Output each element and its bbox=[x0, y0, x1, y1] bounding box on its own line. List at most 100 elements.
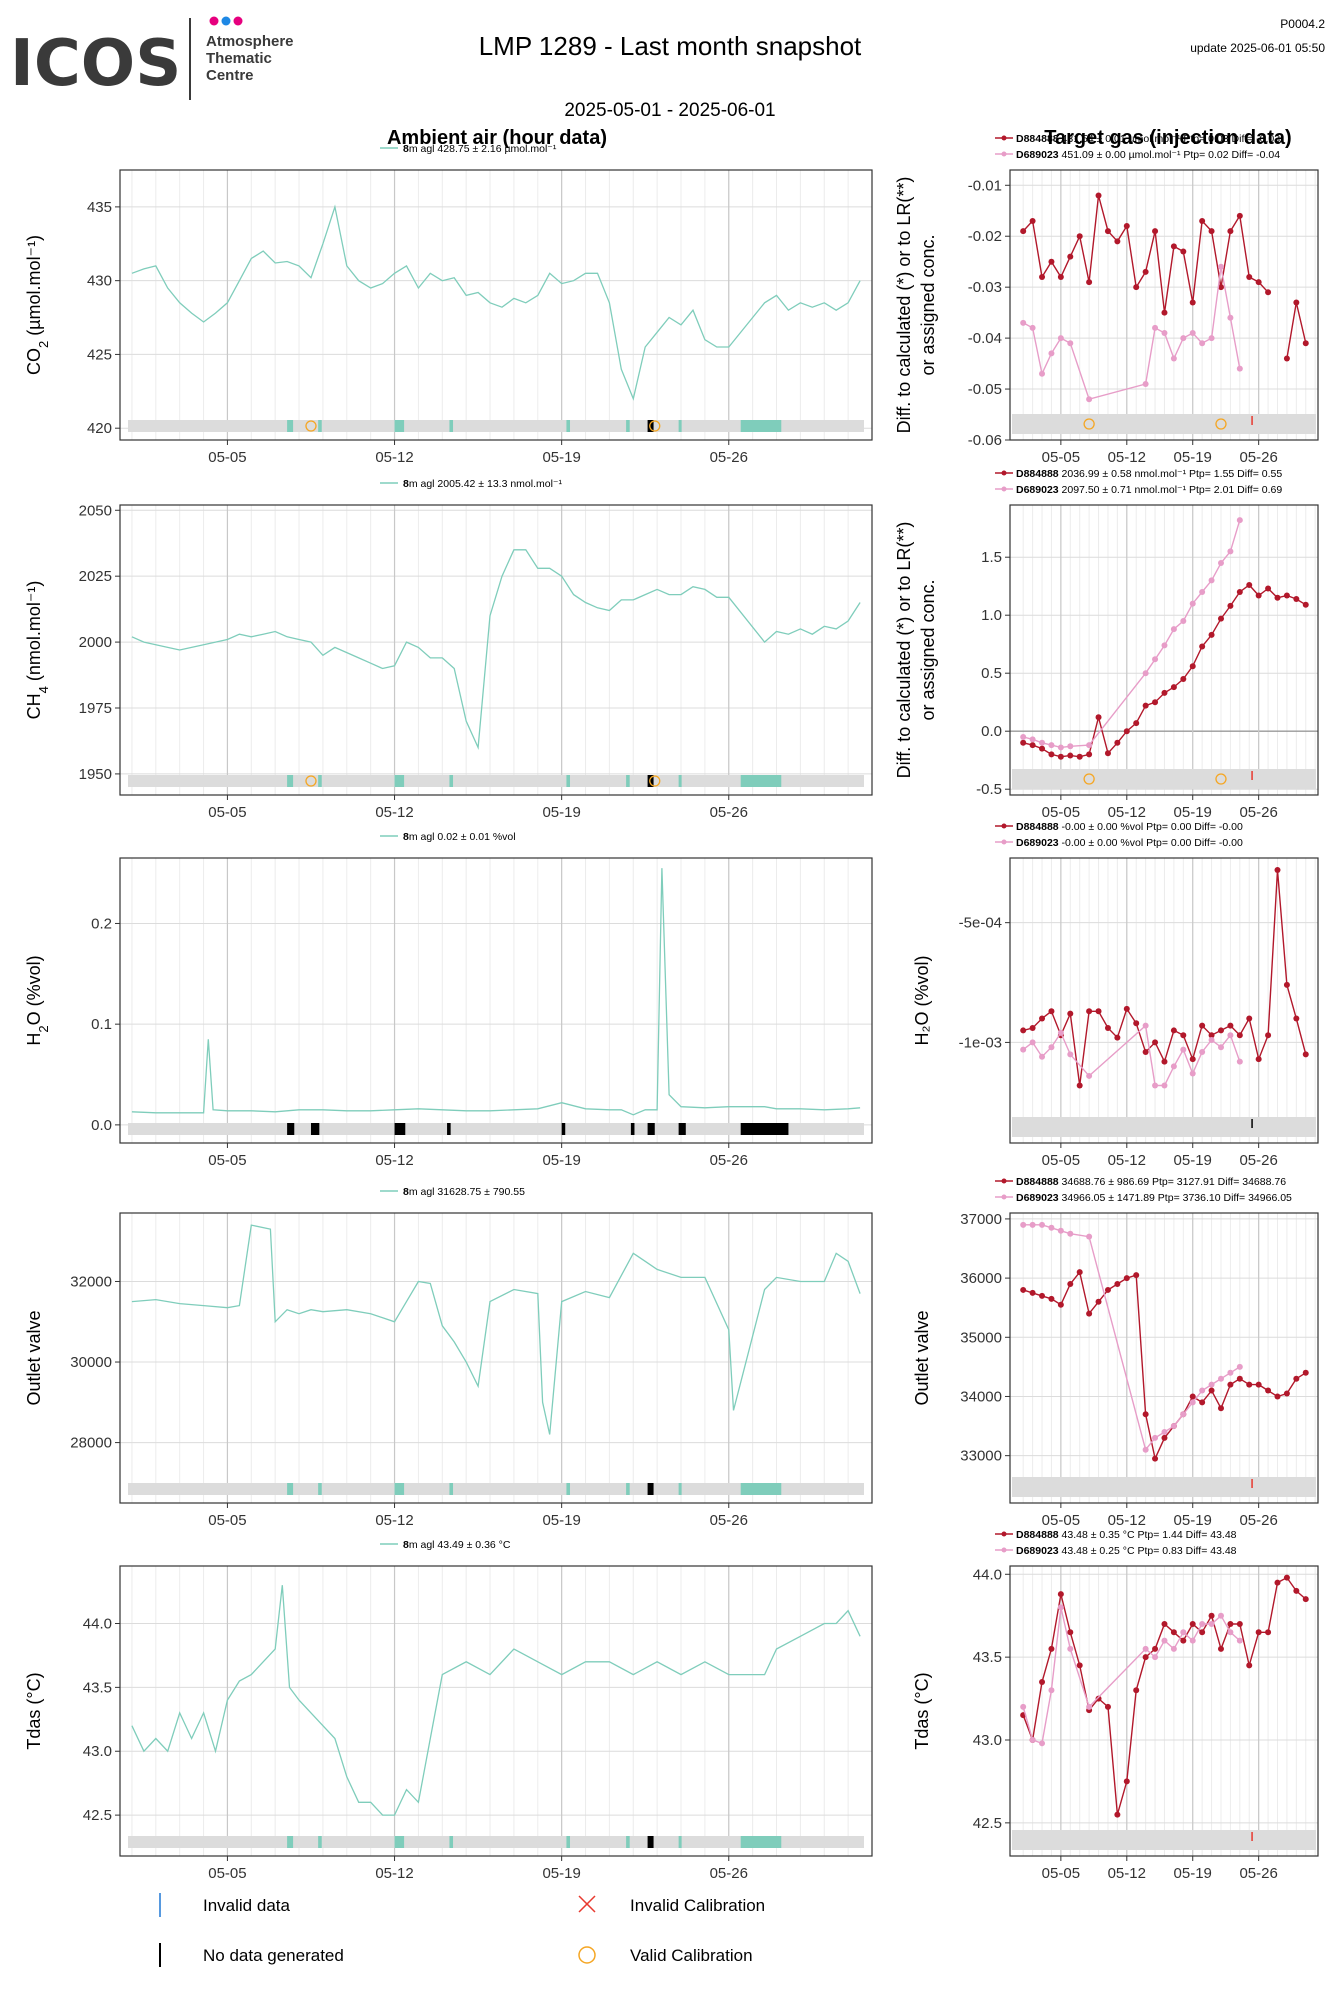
tg-point-D689023 bbox=[1086, 1233, 1093, 1240]
tg-point-D689023 bbox=[1039, 739, 1046, 746]
tg-point-D884888 bbox=[1067, 253, 1074, 260]
plot-frame bbox=[119, 1565, 873, 1857]
tg-point-D884888 bbox=[1161, 1434, 1168, 1441]
tg-x-tick-label: 05-05 bbox=[1042, 804, 1080, 821]
y-tick-label: 2050 bbox=[79, 502, 112, 519]
tg-point-D689023 bbox=[1161, 1637, 1168, 1644]
ambient-legend-text: 8m agl 0.02 ± 0.01 %vol bbox=[403, 831, 516, 843]
tg-point-D689023 bbox=[1152, 1654, 1159, 1661]
tg-point-D884888 bbox=[1039, 273, 1046, 280]
status-mark bbox=[626, 1483, 630, 1495]
status-mark bbox=[647, 775, 654, 787]
invalid-calibration-icon bbox=[578, 1895, 596, 1913]
tg-y-tick-label: -0.03 bbox=[968, 279, 1002, 296]
tg-x-tick-label: 05-12 bbox=[1108, 1512, 1146, 1529]
tg-legend-text: D689023 43.48 ± 0.25 °C Ptp= 0.83 Diff= … bbox=[1016, 1545, 1237, 1557]
tg-point-D884888 bbox=[1123, 1778, 1130, 1785]
tg-point-D884888 bbox=[1208, 1612, 1215, 1619]
tg-y-tick-label: 35000 bbox=[960, 1329, 1002, 1346]
tg-point-D884888 bbox=[1029, 742, 1036, 749]
tg-point-D884888 bbox=[1133, 1272, 1140, 1279]
tg-point-D884888 bbox=[1199, 1399, 1206, 1406]
tg-point-D884888 bbox=[1095, 1695, 1102, 1702]
status-mark bbox=[678, 775, 682, 787]
tg-point-D884888 bbox=[1086, 1008, 1093, 1015]
tg-point-D884888 bbox=[1123, 728, 1130, 735]
status-mark bbox=[678, 420, 682, 432]
y-axis-label: CH4 (nmol.mol⁻¹) bbox=[24, 581, 51, 720]
tg-x-tick-label: 05-05 bbox=[1042, 1152, 1080, 1169]
tg-point-D884888 bbox=[1076, 233, 1083, 240]
tg-point-D689023 bbox=[1170, 1063, 1177, 1070]
ambient-series-line bbox=[131, 868, 861, 1116]
tg-point-D884888 bbox=[1114, 1811, 1121, 1818]
tg-point-D884888 bbox=[1114, 1281, 1121, 1288]
logo-dot-icon bbox=[209, 16, 219, 26]
tg-point-D884888 bbox=[1189, 663, 1196, 670]
tg-series-line-D689023 bbox=[1023, 519, 1241, 749]
tg-y-tick-label: -0.01 bbox=[968, 177, 1002, 194]
status-mark bbox=[740, 420, 782, 432]
tg-y-axis-label: Diff. to calculated (*) or to LR(**) bbox=[894, 177, 914, 434]
tg-y-tick-label: -0.04 bbox=[968, 330, 1002, 347]
tg-point-D689023 bbox=[1029, 1039, 1036, 1046]
tg-point-D884888 bbox=[1020, 739, 1027, 746]
tg-point-D884888 bbox=[1293, 1587, 1300, 1594]
tg-point-D884888 bbox=[1170, 1027, 1177, 1034]
status-mark bbox=[287, 775, 294, 787]
tg-legend-text: D689023 -0.00 ± 0.00 %vol Ptp= 0.00 Diff… bbox=[1016, 837, 1243, 849]
tg-status-bar bbox=[1012, 1830, 1316, 1850]
tg-point-D884888 bbox=[1095, 1008, 1102, 1015]
status-mark bbox=[449, 1836, 454, 1848]
y-axis-label: CO2 (µmol.mol⁻¹) bbox=[24, 235, 51, 375]
tg-legend-point-icon bbox=[1001, 1194, 1007, 1200]
tg-point-D884888 bbox=[1208, 631, 1215, 638]
status-mark bbox=[740, 1483, 782, 1495]
status-mark bbox=[626, 775, 630, 787]
tg-point-D884888 bbox=[1161, 689, 1168, 696]
tg-point-D884888 bbox=[1142, 1654, 1149, 1661]
tg-point-D689023 bbox=[1217, 1612, 1224, 1619]
y-tick-label: 43.5 bbox=[83, 1679, 112, 1696]
panel-tdas: 8m agl 43.49 ± 0.36 °C 42.5 43.0 43.5 44.0 05… bbox=[24, 1529, 1319, 1882]
y-tick-label: 425 bbox=[87, 346, 112, 363]
tg-x-tick-label: 05-19 bbox=[1174, 1512, 1212, 1529]
tg-point-D689023 bbox=[1170, 1423, 1177, 1430]
tg-point-D884888 bbox=[1114, 739, 1121, 746]
x-tick-label: 05-19 bbox=[542, 1865, 580, 1882]
x-tick-label: 05-05 bbox=[208, 1152, 246, 1169]
tg-point-D884888 bbox=[1095, 714, 1102, 721]
x-tick-label: 05-19 bbox=[542, 1512, 580, 1529]
tg-point-D689023 bbox=[1199, 340, 1206, 347]
tg-point-D689023 bbox=[1227, 1629, 1234, 1636]
tg-point-D884888 bbox=[1067, 1629, 1074, 1636]
status-mark bbox=[394, 1123, 406, 1135]
tg-legend-text: D689023 34966.05 ± 1471.89 Ptp= 3736.10 … bbox=[1016, 1192, 1292, 1204]
x-tick-label: 05-05 bbox=[208, 449, 246, 466]
tg-point-D884888 bbox=[1255, 1056, 1262, 1063]
y-tick-label: 0.1 bbox=[91, 1016, 112, 1033]
ambient-series-line bbox=[131, 549, 861, 751]
tg-point-D884888 bbox=[1293, 299, 1300, 306]
tg-point-D884888 bbox=[1293, 595, 1300, 602]
plot-frame bbox=[119, 169, 873, 441]
tg-point-D884888 bbox=[1227, 602, 1234, 609]
tg-y-tick-label: 0.0 bbox=[981, 723, 1002, 740]
tg-x-tick-label: 05-26 bbox=[1239, 804, 1277, 821]
tg-point-D884888 bbox=[1161, 1058, 1168, 1065]
tg-point-D884888 bbox=[1114, 238, 1121, 245]
tg-point-D884888 bbox=[1142, 1411, 1149, 1418]
tg-point-D689023 bbox=[1039, 1053, 1046, 1060]
tg-point-D884888 bbox=[1152, 228, 1159, 235]
tg-x-tick-label: 05-05 bbox=[1042, 449, 1080, 466]
tg-x-tick-label: 05-19 bbox=[1174, 1865, 1212, 1882]
tg-y-tick-label: 36000 bbox=[960, 1270, 1002, 1287]
tg-point-D884888 bbox=[1189, 299, 1196, 306]
tg-point-D689023 bbox=[1189, 600, 1196, 607]
status-mark bbox=[647, 1836, 654, 1848]
tg-point-D884888 bbox=[1199, 1629, 1206, 1636]
tg-y-tick-label: -5e-04 bbox=[959, 915, 1002, 932]
tg-point-D884888 bbox=[1302, 1051, 1309, 1058]
tg-legend-point-icon bbox=[1001, 1547, 1007, 1553]
